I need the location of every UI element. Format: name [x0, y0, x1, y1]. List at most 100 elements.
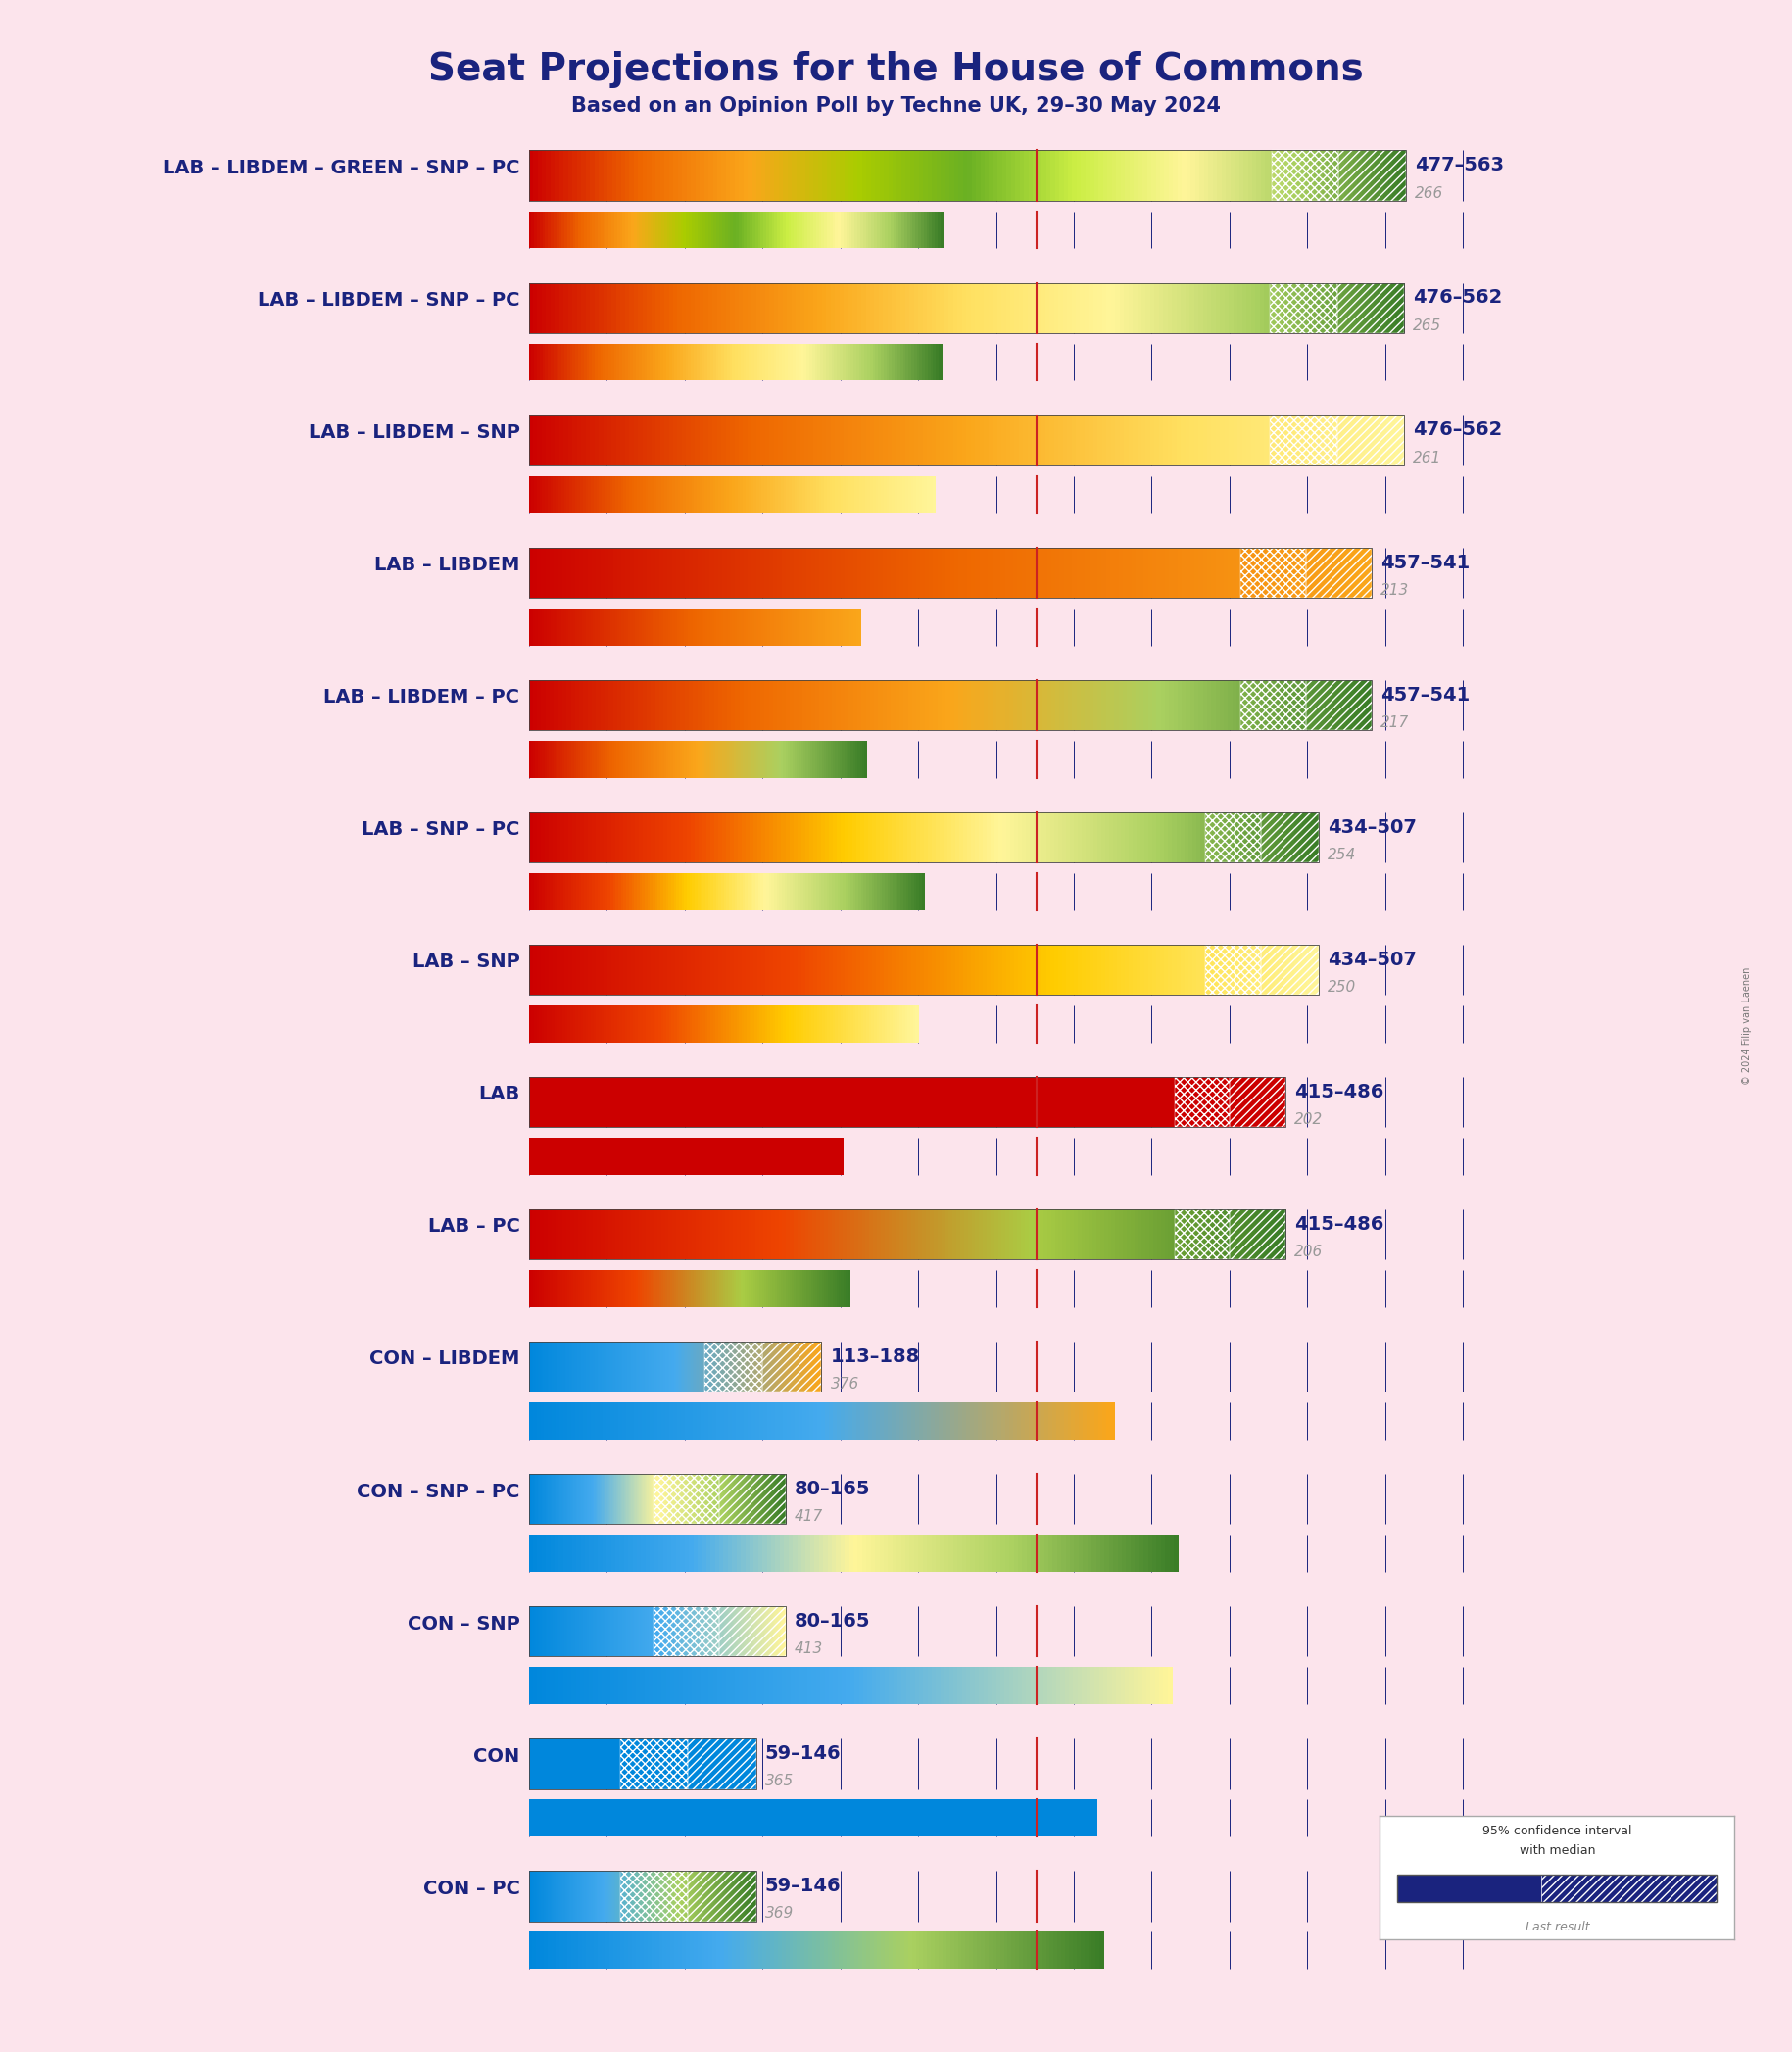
Bar — [930, 476, 934, 513]
Bar — [1195, 944, 1201, 995]
Bar — [878, 415, 883, 466]
Bar — [658, 607, 659, 646]
Bar — [1036, 283, 1041, 332]
Bar — [815, 343, 819, 382]
Bar — [1090, 548, 1095, 597]
Bar — [1073, 1209, 1079, 1260]
Bar — [650, 283, 656, 332]
Bar — [1052, 548, 1055, 597]
Bar — [797, 1535, 803, 1572]
Bar — [796, 150, 801, 201]
Bar — [645, 607, 649, 646]
Bar — [719, 1270, 722, 1307]
Bar — [864, 1666, 869, 1705]
Bar — [880, 211, 883, 248]
Bar — [677, 343, 681, 382]
Bar — [790, 548, 796, 597]
Bar — [529, 944, 1541, 995]
Bar — [740, 679, 744, 731]
Bar — [552, 872, 556, 911]
Bar — [799, 1342, 801, 1391]
Bar — [858, 1209, 862, 1260]
Bar — [1020, 283, 1023, 332]
Bar — [563, 1535, 568, 1572]
Bar — [654, 741, 658, 778]
Bar — [649, 1473, 650, 1525]
Bar — [745, 1270, 747, 1307]
Bar — [699, 476, 702, 513]
Bar — [550, 1473, 552, 1525]
Bar — [1195, 679, 1199, 731]
Bar — [694, 679, 697, 731]
Bar — [548, 343, 552, 382]
Bar — [1204, 944, 1262, 995]
Bar — [710, 1342, 713, 1391]
Bar — [830, 1005, 833, 1042]
Bar — [627, 1270, 631, 1307]
Bar — [831, 1005, 835, 1042]
Bar — [552, 741, 554, 778]
Bar — [665, 283, 670, 332]
Bar — [1036, 1402, 1041, 1441]
Bar — [631, 1402, 634, 1441]
Bar — [787, 343, 790, 382]
Bar — [616, 1270, 620, 1307]
Bar — [704, 415, 710, 466]
Bar — [717, 1342, 720, 1391]
Bar — [1283, 548, 1288, 597]
Bar — [595, 813, 600, 862]
Bar — [803, 1402, 806, 1441]
Bar — [1038, 813, 1043, 862]
Bar — [649, 1473, 652, 1525]
Bar — [613, 1473, 615, 1525]
Bar — [579, 1342, 581, 1391]
Bar — [1021, 944, 1027, 995]
Bar — [846, 1931, 851, 1970]
Bar — [710, 679, 715, 731]
Bar — [726, 944, 731, 995]
Bar — [857, 476, 860, 513]
Bar — [742, 872, 745, 911]
Bar — [582, 1209, 586, 1260]
Bar — [1165, 813, 1168, 862]
Bar — [1084, 1209, 1090, 1260]
Bar — [552, 1209, 556, 1260]
Bar — [860, 211, 864, 248]
Bar — [781, 872, 785, 911]
Bar — [918, 1535, 923, 1572]
Bar — [679, 1607, 681, 1656]
Bar — [753, 1473, 754, 1525]
Bar — [928, 150, 934, 201]
Bar — [735, 343, 738, 382]
Bar — [849, 607, 853, 646]
Bar — [846, 1270, 848, 1307]
Bar — [735, 1270, 737, 1307]
Bar — [650, 1005, 654, 1042]
Bar — [685, 1209, 688, 1260]
Bar — [744, 1005, 747, 1042]
Bar — [559, 1209, 563, 1260]
Bar — [529, 813, 1541, 862]
Bar — [792, 150, 797, 201]
Bar — [650, 211, 654, 248]
Text: 476–562: 476–562 — [1414, 289, 1502, 308]
Bar — [776, 607, 780, 646]
Bar — [665, 1871, 667, 1921]
Bar — [595, 150, 600, 201]
Bar — [615, 607, 618, 646]
Bar — [914, 1209, 919, 1260]
Bar — [814, 476, 817, 513]
Bar — [620, 1270, 624, 1307]
Bar — [855, 211, 858, 248]
Bar — [575, 1402, 581, 1441]
Bar — [679, 1342, 681, 1391]
Bar — [570, 343, 573, 382]
Bar — [566, 872, 570, 911]
Bar — [1396, 150, 1401, 201]
Bar — [785, 1270, 788, 1307]
Bar — [631, 1607, 633, 1656]
Bar — [1150, 1666, 1156, 1705]
Bar — [966, 415, 971, 466]
Bar — [624, 1871, 625, 1921]
Bar — [745, 944, 751, 995]
